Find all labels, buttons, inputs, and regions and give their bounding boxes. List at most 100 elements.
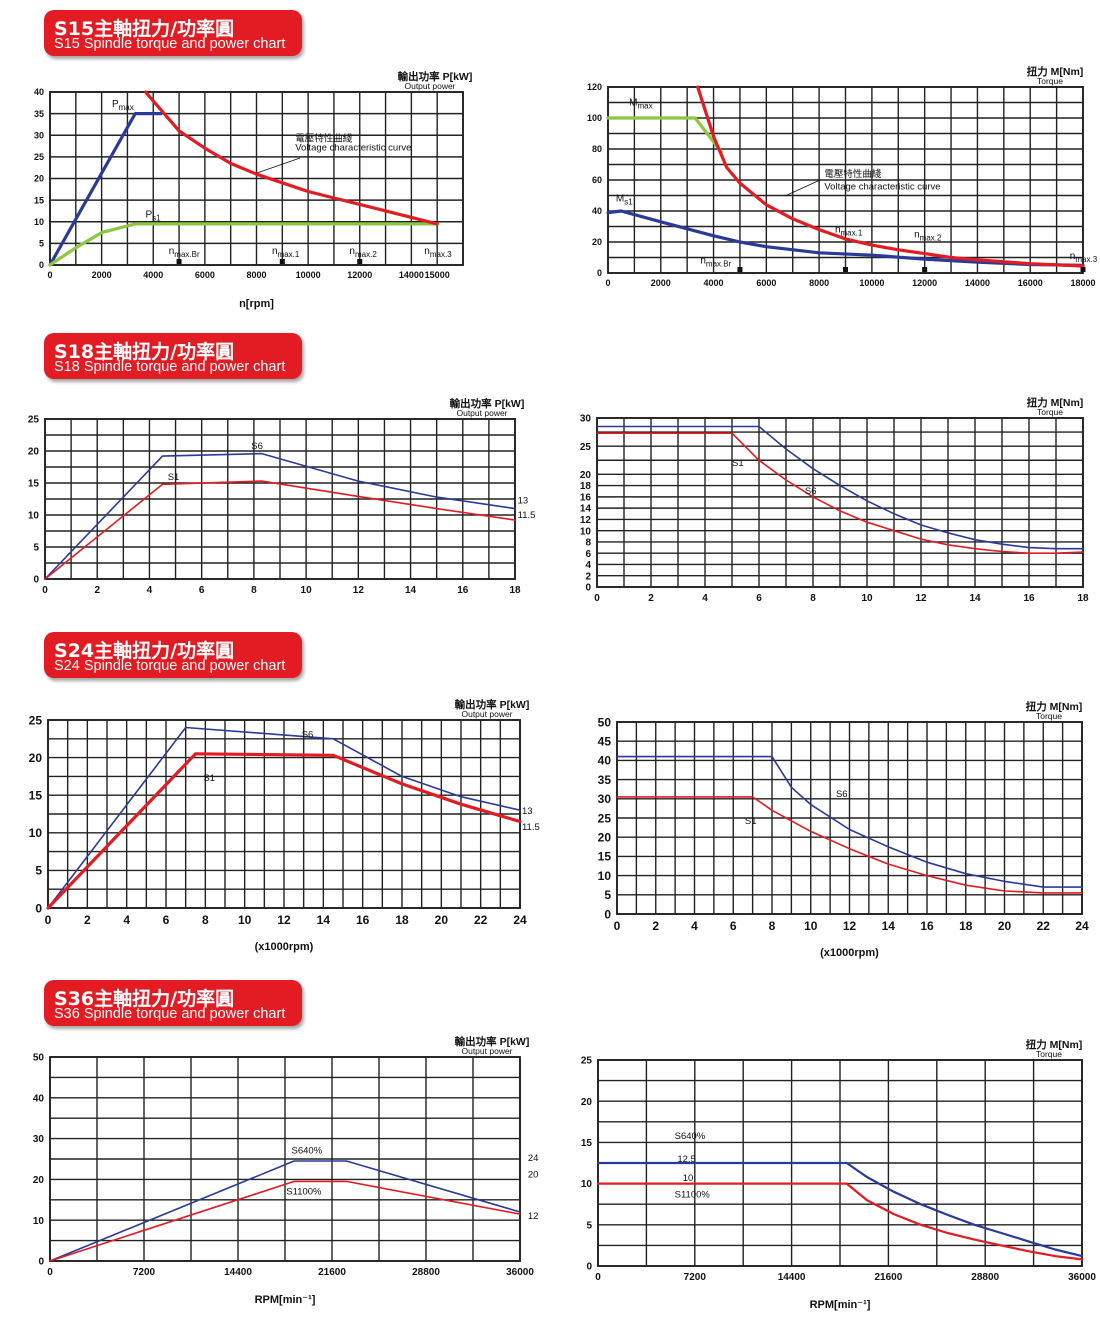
axis-unit-label: 輸出功率 P[kW] [455, 1035, 530, 1048]
x-tick-label: 36000 [506, 1267, 534, 1278]
chart-s15-torque: 0 2000 4000 6000 8000 10000 12000 14000 16000 180… [587, 65, 1098, 288]
x-tick-label: 0 [605, 278, 610, 288]
chart-annotation: S1 [745, 816, 757, 827]
axis-unit-sublabel: Output power [456, 408, 507, 418]
x-tick-label: 10 [301, 585, 313, 596]
x-tick-label: 7200 [684, 1272, 707, 1283]
y-tick-label: 50 [598, 715, 612, 729]
chart-annotation: 電壓特性曲綫 [824, 168, 882, 180]
x-tick-label: 2000 [651, 278, 671, 288]
axis-unit-sublabel: Torque [1036, 1049, 1062, 1059]
chart-annotation: nmax.1 [835, 225, 863, 238]
y-tick-label: 10 [581, 1179, 593, 1190]
y-tick-label: 2 [585, 571, 591, 582]
chart-annotation: 12.5 [677, 1154, 696, 1165]
x-tick-label: 2000 [92, 270, 112, 280]
series-line-0 [48, 112, 163, 267]
y-tick-label: 20 [34, 174, 44, 184]
x-tick-label: 4 [702, 593, 708, 604]
series-line-0 [44, 452, 516, 580]
y-tick-label: 5 [586, 1220, 592, 1231]
x-tick-label: 0 [47, 1267, 53, 1278]
x-tick-label: 10000 [859, 278, 884, 288]
x-tick-label: 21600 [318, 1267, 346, 1278]
x-tick-label: 14400 [224, 1267, 252, 1278]
annotation-subscript: s1 [152, 213, 161, 222]
x-tick-label: 36000 [1068, 1272, 1096, 1283]
nmax-marker [176, 259, 182, 264]
series-line-1 [49, 1180, 521, 1262]
x-tick-label: 12 [353, 585, 365, 596]
series-line-1 [596, 1182, 1084, 1261]
y-tick-label: 10 [33, 1216, 45, 1227]
y-tick-label: 0 [586, 1262, 592, 1273]
series-line-0 [47, 726, 521, 909]
x-tick-label: 18 [959, 919, 973, 933]
x-tick-label: 10 [238, 913, 252, 927]
x-tick-label: 22 [1037, 919, 1051, 933]
chart-annotation: S640% [292, 1146, 323, 1157]
x-tick-label: 18 [395, 913, 409, 927]
y-tick-label: 25 [28, 415, 40, 426]
x-axis-label: (x1000rpm) [820, 947, 879, 959]
y-tick-label: 10 [580, 526, 592, 537]
y-tick-label: 25 [580, 442, 592, 453]
series-line-1 [606, 209, 1085, 267]
chart-s36-power: 0 7200 14400 21600 28800 36000 0 10 20 30 40 50 輸出功率… [33, 1035, 539, 1306]
y-tick-label: 12 [580, 515, 592, 526]
x-tick-label: 6000 [195, 270, 215, 280]
nmax-marker [843, 267, 848, 272]
chart-s15-power: 0 2000 4000 6000 8000 10000 12000 14000 15000 0 5 1… [34, 70, 472, 310]
x-tick-label: 4000 [704, 278, 724, 288]
y-tick-label: 18 [580, 481, 592, 492]
chart-annotation: S1100% [286, 1186, 322, 1197]
x-tick-label: 12 [843, 919, 857, 933]
y-tick-label: 20 [580, 470, 592, 481]
chart-annotation: S1100% [675, 1190, 711, 1201]
y-tick-label: 10 [29, 826, 43, 840]
x-tick-label: 4 [691, 919, 698, 933]
annotation-subscript: s1 [624, 198, 633, 207]
x-tick-label: 6 [163, 913, 170, 927]
nmax-marker [357, 259, 363, 264]
y-tick-label: 40 [34, 87, 44, 97]
y-tick-label: 30 [33, 1134, 45, 1145]
x-tick-label: 6 [730, 919, 737, 933]
section-badge-s36: S36主軸扭力/功率圓 S36 Spindle torque and power… [44, 980, 302, 1026]
x-tick-label: 18 [509, 585, 521, 596]
y-tick-label: 25 [34, 152, 44, 162]
chart-annotation: 20 [528, 1169, 539, 1180]
axis-unit-sublabel: Torque [1037, 76, 1063, 86]
x-tick-label: 8 [810, 593, 816, 604]
y-tick-label: 0 [38, 1257, 44, 1268]
x-tick-label: 8 [769, 919, 776, 933]
x-tick-label: 8 [251, 585, 257, 596]
y-tick-label: 0 [35, 901, 42, 915]
x-tick-label: 4000 [143, 270, 163, 280]
axis-unit-sublabel: Torque [1036, 711, 1062, 721]
chart-annotation: nmax.Br [169, 246, 200, 259]
y-tick-label: 40 [592, 206, 602, 216]
x-tick-label: 8 [202, 913, 209, 927]
chart-annotation: 電壓特性曲綫 [295, 133, 353, 145]
x-tick-label: 2 [648, 593, 654, 604]
series-line-0 [596, 1161, 1084, 1258]
y-tick-label: 20 [598, 831, 612, 845]
series-line-0 [596, 425, 1084, 550]
y-tick-label: 30 [34, 130, 44, 140]
x-tick-label: 16 [1023, 593, 1035, 604]
axis-unit-sublabel: Output power [404, 81, 455, 91]
x-tick-label: 14000 [399, 270, 424, 280]
chart-annotation: 12 [528, 1211, 539, 1222]
x-tick-label: 28800 [412, 1267, 440, 1278]
chart-annotation: S1 [203, 773, 215, 784]
section-title-zh: S18主軸扭力/功率圓 [54, 341, 235, 363]
x-tick-label: 0 [595, 1272, 601, 1283]
chart-annotation: nmax.1 [272, 246, 300, 259]
x-tick-label: 14400 [778, 1272, 806, 1283]
y-tick-label: 8 [585, 538, 591, 549]
chart-annotation: nmax.3 [1070, 251, 1098, 264]
y-tick-label: 10 [598, 869, 612, 883]
chart-annotation: nmax.2 [914, 229, 942, 242]
